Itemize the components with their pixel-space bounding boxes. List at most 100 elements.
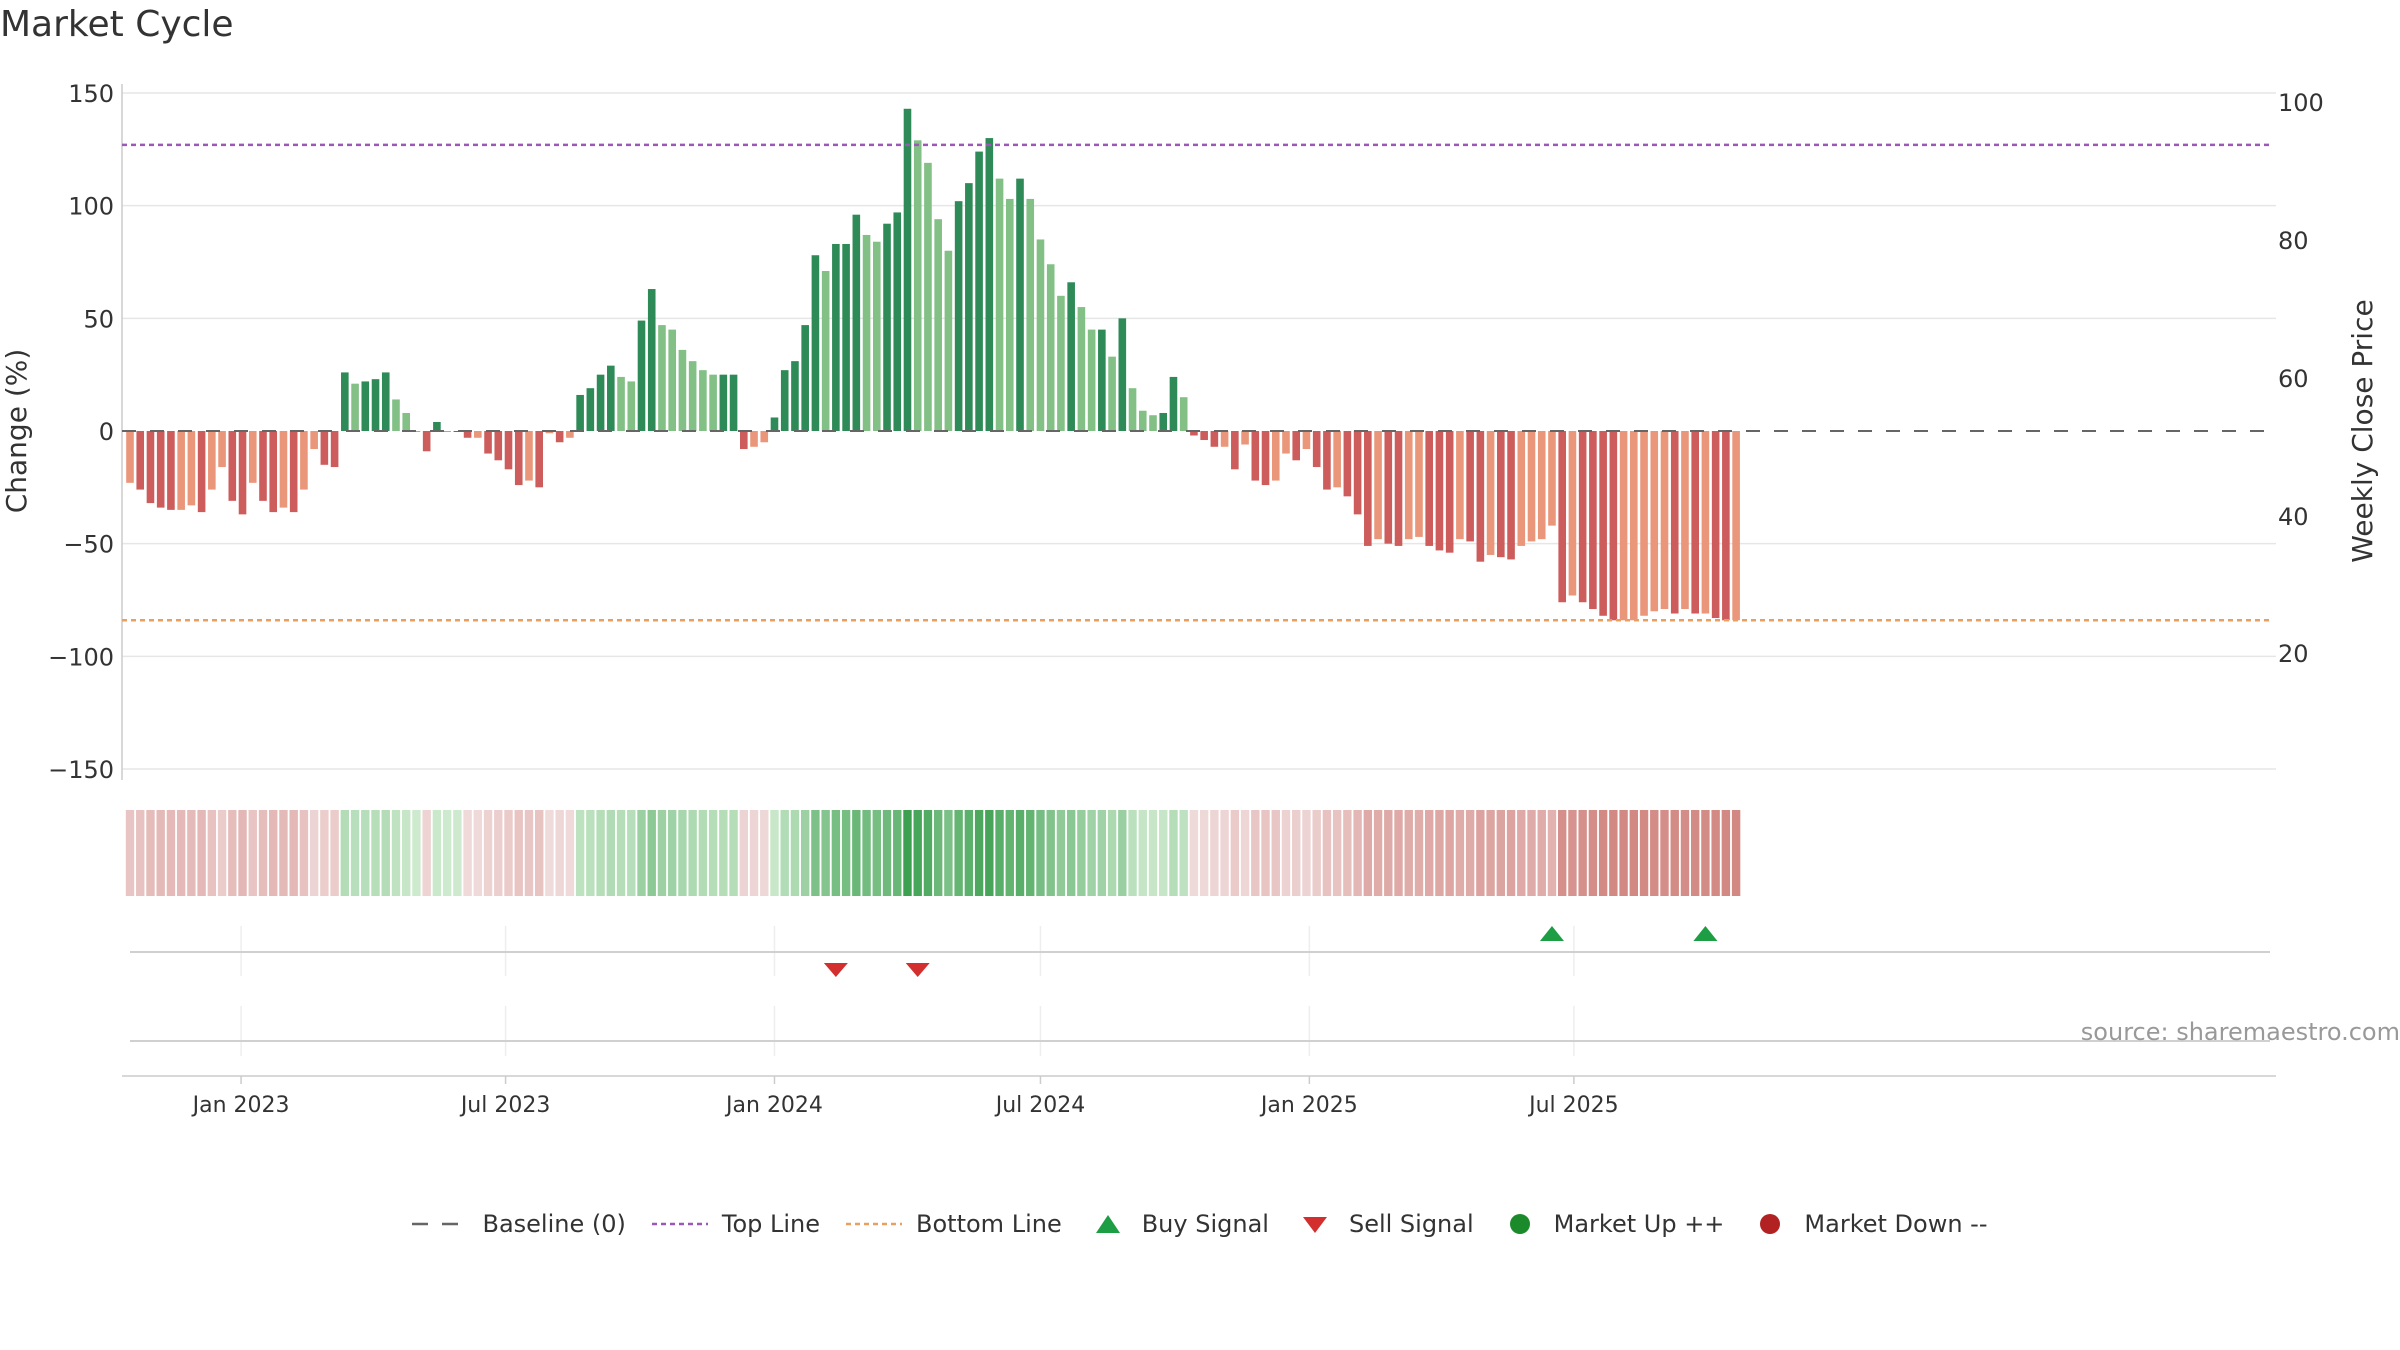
- heat-cell: [780, 810, 789, 896]
- heat-cell: [412, 810, 421, 896]
- bar: [1404, 431, 1413, 540]
- heat-cell: [1046, 810, 1055, 896]
- bar: [995, 178, 1004, 431]
- bar: [1497, 431, 1505, 558]
- heat-cell: [535, 810, 544, 896]
- heat-cell: [995, 810, 1004, 896]
- heat-cell: [1169, 810, 1178, 896]
- bar: [1231, 431, 1239, 470]
- bar: [1435, 431, 1444, 551]
- bar: [1026, 198, 1035, 431]
- bar: [750, 431, 758, 447]
- heat-cell: [146, 810, 155, 896]
- legend-bottom-line[interactable]: Bottom Line: [846, 1210, 1062, 1238]
- heat-cell: [1343, 810, 1352, 896]
- bar: [1599, 431, 1607, 616]
- bar: [1527, 431, 1536, 542]
- heat-cell: [217, 810, 227, 896]
- heat-cell: [657, 810, 667, 896]
- bar: [1077, 307, 1086, 431]
- bar: [1282, 431, 1290, 454]
- bar: [965, 183, 973, 431]
- heat-cell: [893, 810, 902, 896]
- bar: [1476, 431, 1485, 562]
- heat-cell: [1578, 810, 1587, 896]
- bar: [1200, 431, 1208, 441]
- legend-buy-signal[interactable]: Buy Signal: [1088, 1210, 1269, 1238]
- bar: [218, 431, 226, 468]
- heat-cell: [1486, 810, 1495, 896]
- heat-cell: [688, 810, 697, 896]
- bar: [903, 108, 912, 432]
- bar: [392, 399, 400, 431]
- heat-cell: [524, 810, 534, 896]
- heat-cell: [463, 810, 472, 896]
- heat-cell: [1517, 810, 1526, 896]
- heat-cell: [964, 810, 974, 896]
- bar: [1036, 239, 1045, 431]
- heat-cell: [606, 810, 616, 896]
- bar: [1507, 431, 1515, 560]
- bar: [760, 431, 769, 443]
- bar: [412, 431, 421, 432]
- heat-cell: [432, 810, 442, 896]
- bar: [156, 431, 165, 508]
- heat-cell: [402, 810, 411, 896]
- heat-cell: [1547, 810, 1557, 896]
- bottom-line-swatch-icon: [846, 1222, 903, 1226]
- bar: [269, 431, 278, 513]
- legend-baseline[interactable]: Baseline (0): [412, 1210, 626, 1238]
- bar: [821, 271, 830, 431]
- heat-cell: [483, 810, 493, 896]
- bar: [1138, 410, 1147, 431]
- bar: [1456, 431, 1464, 540]
- heat-cell: [1384, 810, 1393, 896]
- heat-cell: [289, 810, 298, 896]
- legend-market-down[interactable]: Market Down --: [1750, 1210, 1988, 1238]
- heat-cell: [1220, 810, 1229, 896]
- bar: [228, 431, 237, 501]
- heat-cell: [616, 810, 626, 896]
- bar: [1630, 431, 1638, 621]
- heat-cell: [770, 810, 779, 896]
- bar: [617, 376, 625, 431]
- bar: [197, 431, 206, 513]
- bar: [596, 374, 605, 431]
- bar: [1261, 431, 1270, 486]
- bar: [688, 361, 697, 431]
- bar: [1619, 431, 1628, 621]
- x-tick-label: Jul 2023: [459, 1093, 551, 1118]
- heat-cell: [739, 810, 748, 896]
- bar: [1128, 388, 1137, 431]
- bar: [146, 431, 155, 504]
- bar: [1016, 178, 1024, 431]
- bar: [474, 431, 482, 438]
- legend-market-up[interactable]: Market Up ++: [1500, 1210, 1724, 1238]
- heat-cell: [1701, 810, 1710, 896]
- heat-cell: [1711, 810, 1720, 896]
- heat-cell: [1425, 810, 1434, 896]
- bar: [1302, 431, 1311, 450]
- buy-signal-marker: [1693, 926, 1718, 941]
- bar: [699, 370, 707, 431]
- bar: [1005, 198, 1014, 431]
- heat-cell: [1629, 810, 1639, 896]
- bar: [381, 372, 390, 431]
- heat-cell: [1281, 810, 1291, 896]
- legend-sell-signal[interactable]: Sell Signal: [1295, 1210, 1474, 1238]
- heat-cell: [790, 810, 800, 896]
- heat-cell: [923, 810, 933, 896]
- bar: [555, 431, 564, 443]
- x-tick-label: Jan 2023: [191, 1093, 290, 1118]
- bar: [279, 431, 288, 508]
- bar: [576, 394, 584, 431]
- heat-cell: [166, 810, 176, 896]
- bar: [1568, 431, 1577, 596]
- bar: [167, 431, 175, 510]
- legend-buy-signal-label: Buy Signal: [1141, 1210, 1269, 1238]
- bar: [422, 431, 431, 452]
- legend-top-line[interactable]: Top Line: [651, 1210, 820, 1238]
- bar: [985, 138, 994, 432]
- heat-cell: [954, 810, 963, 896]
